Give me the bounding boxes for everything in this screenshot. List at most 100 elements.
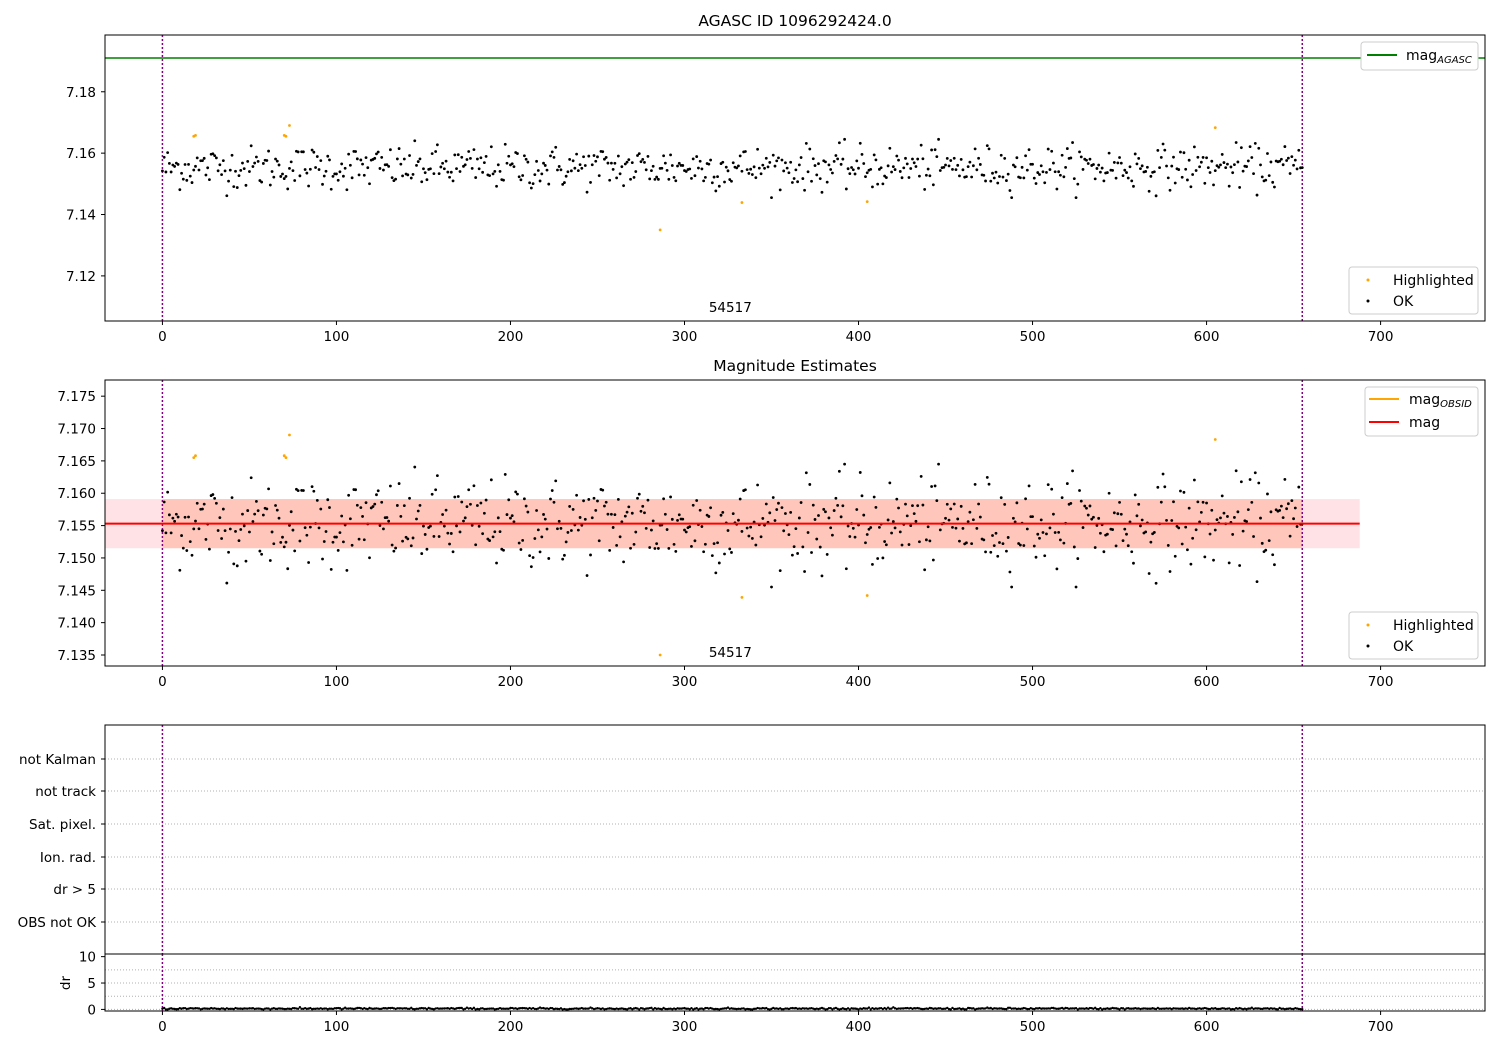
ok-point	[458, 530, 462, 534]
dr-point	[758, 1007, 761, 1010]
ok-point	[589, 553, 592, 557]
dr-point	[745, 1007, 749, 1011]
ok-point	[977, 156, 980, 160]
dr-point	[638, 1008, 641, 1011]
dr-point	[399, 1007, 403, 1010]
x-tick-label: 400	[846, 674, 872, 690]
dr-point	[171, 1007, 175, 1010]
dr-point	[1254, 1007, 1257, 1010]
ok-point	[944, 163, 947, 167]
x-tick-label: 300	[672, 1019, 698, 1035]
ok-point	[933, 484, 937, 488]
ok-point	[1192, 145, 1196, 149]
ok-point	[1102, 550, 1106, 554]
ok-point	[397, 482, 401, 485]
dr-point	[963, 1008, 966, 1011]
ok-point	[768, 161, 772, 164]
ok-point	[1259, 163, 1262, 167]
dr-point	[949, 1008, 952, 1011]
ok-point	[620, 165, 624, 169]
ok-point	[197, 527, 201, 531]
panel1-legend-upper: magAGASC	[1360, 41, 1479, 71]
ok-point	[173, 519, 177, 523]
ok-point	[578, 516, 582, 519]
ok-point	[1036, 532, 1040, 536]
ok-point	[1177, 168, 1181, 171]
ok-point	[837, 141, 841, 145]
ok-point	[185, 549, 189, 552]
ok-point	[754, 543, 758, 547]
ok-point	[778, 188, 782, 192]
ok-point	[594, 159, 598, 163]
dr-point	[1207, 1007, 1210, 1011]
dr-point	[1233, 1008, 1236, 1011]
dr-point	[232, 1007, 235, 1011]
ok-point	[799, 156, 803, 159]
ok-point	[1220, 494, 1224, 498]
ok-point	[726, 529, 730, 532]
dr-point	[437, 1007, 441, 1010]
dr-point	[1274, 1008, 1278, 1011]
ok-point	[408, 154, 411, 157]
dr-point	[685, 1007, 688, 1010]
ok-point	[832, 509, 836, 512]
ok-point	[1271, 553, 1275, 557]
ok-point	[829, 526, 833, 530]
ok-point	[1105, 532, 1109, 536]
ok-point	[275, 508, 279, 512]
x-tick-label: 0	[158, 1019, 167, 1035]
ok-point	[376, 150, 380, 154]
ok-point	[1139, 167, 1142, 171]
dr-point	[389, 1006, 392, 1010]
ok-point	[944, 516, 947, 520]
ok-point	[703, 542, 707, 546]
ok-point	[1168, 188, 1172, 192]
ok-point	[620, 520, 624, 524]
ok-point	[522, 497, 526, 501]
ok-point	[1149, 174, 1153, 178]
ok-point	[418, 503, 422, 507]
ok-point	[850, 166, 853, 169]
panel2-y-axis: 7.1357.1407.1457.1507.1557.1607.1657.170…	[57, 389, 105, 664]
dr-point	[406, 1007, 409, 1010]
ok-point	[884, 543, 888, 547]
dr-point	[1078, 1007, 1081, 1010]
dr-point	[274, 1007, 277, 1011]
ok-point	[282, 545, 286, 549]
ok-point	[326, 154, 330, 158]
ok-point	[982, 538, 986, 542]
ok-point	[368, 182, 371, 186]
ok-point	[893, 168, 897, 171]
ok-point	[1186, 178, 1189, 182]
x-tick-label: 600	[1194, 329, 1220, 345]
ok-point	[1297, 485, 1301, 489]
ok-point	[879, 166, 883, 170]
ok-point	[395, 504, 399, 507]
ok-point	[827, 516, 831, 520]
ok-point	[1266, 492, 1269, 496]
ok-point	[1245, 520, 1248, 523]
ok-point	[1187, 506, 1191, 510]
dr-point	[864, 1007, 867, 1010]
dr-point	[1093, 1006, 1097, 1010]
ok-point	[343, 166, 347, 170]
ok-point	[954, 168, 958, 172]
ok-point	[1005, 549, 1008, 553]
ok-point	[434, 150, 438, 153]
ok-point	[296, 150, 300, 154]
ok-point	[1191, 173, 1195, 176]
ok-point	[865, 171, 869, 175]
ok-point	[192, 527, 196, 531]
ok-point	[801, 545, 805, 549]
ok-point	[902, 166, 906, 170]
ok-point	[528, 554, 532, 558]
ok-point	[610, 512, 613, 516]
ok-point	[667, 177, 671, 181]
ok-point	[169, 170, 173, 174]
highlighted-point	[865, 200, 869, 204]
ok-point	[432, 172, 436, 176]
dr-point	[846, 1007, 850, 1010]
dr-point	[472, 1006, 476, 1010]
dr-point	[1069, 1007, 1073, 1010]
ok-point	[1206, 166, 1210, 170]
